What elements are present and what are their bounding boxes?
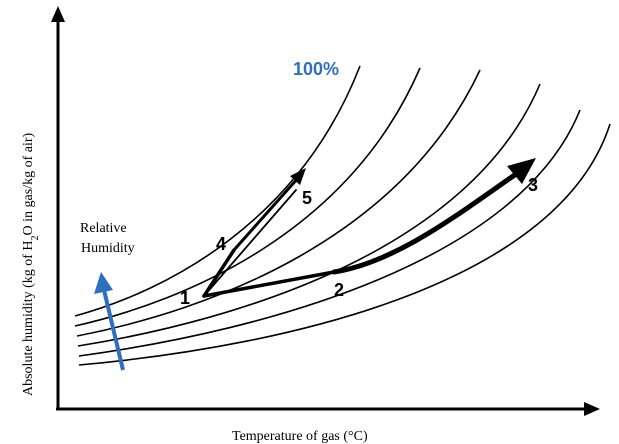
y-axis-title: Absolute humidity (kg of H2O in gas/kg o…: [21, 132, 41, 396]
process-arrow-4-to-5: [232, 176, 300, 252]
relative-humidity-label-line-2: Humidity: [81, 241, 135, 256]
humidity-curve-100: [74, 65, 361, 317]
humidity-curve-4: [77, 83, 541, 347]
point-label-5: 5: [302, 188, 312, 208]
relative-humidity-arrow: [102, 289, 125, 371]
humidity-curve-6: [78, 123, 611, 366]
relative-humidity-arrowhead: [94, 272, 113, 294]
humidity-curve-3: [76, 69, 481, 337]
x-axis-arrowhead: [584, 402, 600, 416]
x-axis-title: Temperature of gas (°C): [232, 429, 368, 444]
state-point-labels: 1 2 3 4 5: [180, 175, 538, 308]
relative-humidity-label-line-1: Relative: [80, 221, 127, 236]
process-arrow-2-to-3: [331, 167, 525, 275]
relative-humidity-curves: [74, 65, 611, 366]
y-axis-arrowhead: [51, 6, 65, 22]
humidity-curve-5: [78, 109, 581, 357]
process-line-1-to-5: [203, 189, 297, 297]
point-label-2: 2: [334, 280, 344, 300]
point-label-1: 1: [180, 288, 190, 308]
process-arrow-3-head: [507, 158, 536, 184]
point-label-3: 3: [528, 175, 538, 195]
y-axis-title-prefix: Absolute humidity (kg of H: [21, 240, 36, 396]
humidity-curve-2: [74, 67, 421, 327]
y-axis-title-subscript: 2: [30, 235, 41, 240]
process-arrow-1-to-4: [202, 248, 236, 298]
y-axis-title-suffix: O in gas/kg of air): [21, 132, 36, 235]
process-arrow-1-to-2: [202, 270, 336, 298]
process-paths: [202, 158, 536, 298]
axes: [51, 6, 600, 416]
point-label-4: 4: [216, 234, 226, 254]
relative-humidity-label: Relative Humidity: [80, 221, 135, 256]
relative-humidity-indicator: Relative Humidity: [80, 221, 135, 371]
process-arrow-5-head: [290, 168, 306, 185]
saturation-label: 100%: [293, 59, 339, 79]
